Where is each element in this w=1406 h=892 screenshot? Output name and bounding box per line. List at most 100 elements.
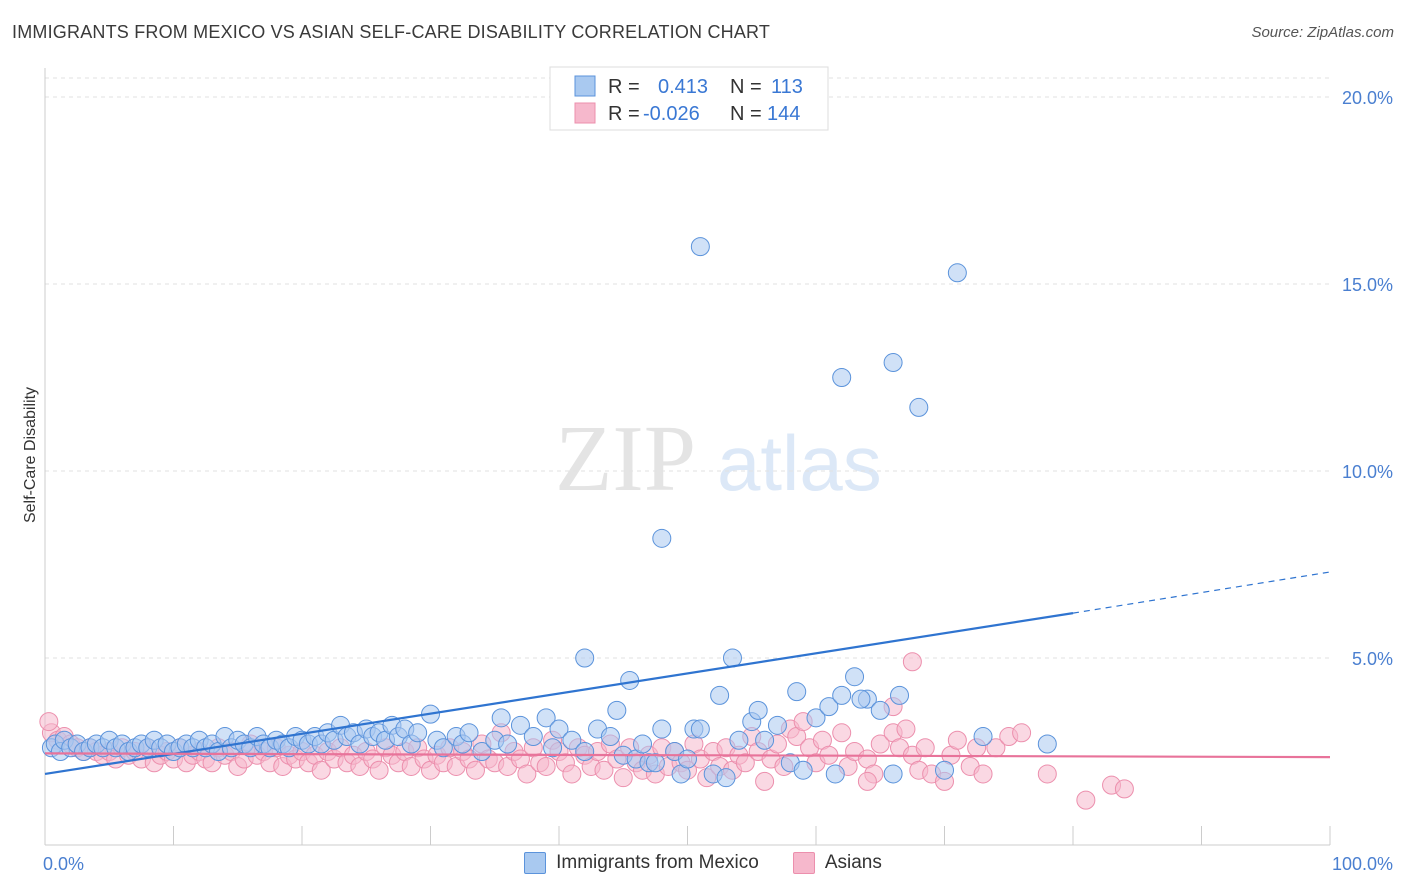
y-axis-label: Self-Care Disability bbox=[22, 387, 39, 523]
mexico-point-70 bbox=[523, 727, 543, 747]
mexico-points bbox=[41, 237, 1057, 788]
mexico-point-69 bbox=[510, 715, 530, 735]
mexico-point-103 bbox=[819, 697, 839, 717]
asians-trend-line bbox=[44, 752, 1331, 759]
mexico-point-116 bbox=[883, 353, 903, 373]
mexico-point-78 bbox=[607, 700, 627, 720]
asians-point-81 bbox=[562, 764, 582, 784]
mexico-point-68 bbox=[498, 734, 518, 754]
mexico-point-98 bbox=[767, 715, 787, 735]
asians-point-147 bbox=[1114, 779, 1134, 799]
mexico-point-94 bbox=[729, 730, 749, 750]
legend-n-label-2: N = bbox=[730, 103, 762, 125]
grid bbox=[45, 77, 1330, 659]
mexico-point-119 bbox=[575, 648, 595, 668]
asians-point-77 bbox=[536, 756, 556, 776]
mexico-point-83 bbox=[645, 753, 665, 773]
asians-point-145 bbox=[1076, 790, 1096, 810]
mexico-point-112 bbox=[973, 727, 993, 747]
mexico-trend-extension bbox=[1072, 571, 1331, 614]
legend-label-asians: Asians bbox=[824, 852, 882, 873]
watermark-zip: ZIP bbox=[555, 407, 696, 511]
asians-point-108 bbox=[735, 753, 755, 773]
legend-r-label-1: R = bbox=[608, 76, 640, 98]
legend-item-mexico: Immigrants from Mexico bbox=[524, 852, 759, 874]
asians-point-66 bbox=[465, 760, 485, 780]
source-credit: Source: ZipAtlas.com bbox=[1251, 24, 1394, 41]
asians-point-111 bbox=[755, 771, 775, 791]
asians-point-144 bbox=[1037, 764, 1057, 784]
mexico-point-81 bbox=[633, 734, 653, 754]
legend-item-asians: Asians bbox=[792, 852, 882, 874]
legend-n-value-1: 113 bbox=[771, 76, 803, 98]
mexico-point-71 bbox=[536, 708, 556, 728]
mexico-point-77 bbox=[600, 727, 620, 747]
mexico-point-84 bbox=[652, 719, 672, 739]
legend-swatch-asians bbox=[574, 102, 596, 124]
mexico-point-91 bbox=[710, 685, 730, 705]
legend-n-label-1: N = bbox=[730, 76, 762, 98]
asians-point-130 bbox=[896, 719, 916, 739]
y-tick-label-10: 10.0% bbox=[1342, 462, 1393, 482]
mexico-point-97 bbox=[755, 730, 775, 750]
y-tick-label-20: 20.0% bbox=[1342, 88, 1393, 108]
asians-point-51 bbox=[369, 760, 389, 780]
x-tick-label-0: 0.0% bbox=[43, 854, 84, 874]
mexico-point-106 bbox=[845, 667, 865, 687]
legend-swatch-mexico-bottom bbox=[524, 852, 547, 874]
legend-swatch-mexico bbox=[574, 75, 596, 97]
asians-point-151 bbox=[857, 771, 877, 791]
mexico-point-89 bbox=[690, 719, 710, 739]
mexico-point-72 bbox=[543, 738, 563, 758]
asians-points bbox=[39, 652, 1134, 810]
mexico-point-121 bbox=[851, 689, 871, 709]
asians-point-89 bbox=[613, 768, 633, 788]
asians-point-122 bbox=[832, 723, 852, 743]
mexico-point-100 bbox=[787, 682, 807, 702]
mexico-point-75 bbox=[575, 742, 595, 761]
legend-r-label-2: R = bbox=[608, 103, 640, 125]
mexico-point-67 bbox=[491, 708, 511, 728]
mexico-point-111 bbox=[935, 760, 954, 780]
mexico-point-115 bbox=[832, 368, 852, 387]
asians-point-42 bbox=[311, 760, 331, 780]
asians-point-143 bbox=[1012, 723, 1032, 743]
series-legend: Immigrants from Mexico Asians bbox=[0, 852, 1406, 874]
y-tick-label-15: 15.0% bbox=[1342, 275, 1393, 295]
asians-point-86 bbox=[594, 760, 614, 780]
mexico-trend-line bbox=[44, 612, 1074, 776]
y-tick-label-5: 5.0% bbox=[1352, 649, 1393, 669]
asians-point-140 bbox=[973, 764, 993, 784]
x-tick-label-100: 100.0% bbox=[1332, 854, 1393, 874]
asians-point-149 bbox=[902, 652, 922, 672]
mexico-point-87 bbox=[678, 749, 697, 769]
mexico-point-114 bbox=[947, 263, 967, 283]
mexico-point-74 bbox=[562, 730, 582, 750]
mexico-point-122 bbox=[1037, 734, 1057, 754]
mexico-point-109 bbox=[883, 764, 903, 784]
mexico-point-104 bbox=[825, 764, 845, 784]
mexico-point-108 bbox=[870, 700, 890, 720]
mexico-point-113 bbox=[690, 237, 710, 257]
mexico-point-102 bbox=[806, 708, 826, 728]
legend-label-mexico: Immigrants from Mexico bbox=[556, 852, 759, 873]
correlation-legend: R = 0.413 N = 113 R = -0.026 N = 144 bbox=[549, 66, 829, 131]
mexico-point-96 bbox=[748, 700, 768, 720]
mexico-point-58 bbox=[408, 723, 428, 743]
legend-swatch-asians-bottom bbox=[792, 852, 815, 874]
mexico-point-73 bbox=[549, 719, 569, 739]
mexico-point-61 bbox=[433, 738, 453, 758]
mexico-point-101 bbox=[793, 760, 813, 780]
mexico-point-92 bbox=[716, 768, 736, 788]
asians-point-133 bbox=[915, 738, 935, 758]
legend-n-value-2: 144 bbox=[767, 103, 800, 125]
mexico-point-110 bbox=[890, 685, 910, 705]
asians-point-148 bbox=[39, 712, 59, 732]
watermark-atlas: atlas bbox=[717, 419, 882, 507]
mexico-point-105 bbox=[832, 685, 852, 705]
legend-r-value-1: 0.413 bbox=[658, 76, 708, 98]
mexico-point-64 bbox=[459, 723, 479, 743]
asians-point-74 bbox=[517, 764, 537, 784]
trend-lines bbox=[44, 571, 1331, 776]
